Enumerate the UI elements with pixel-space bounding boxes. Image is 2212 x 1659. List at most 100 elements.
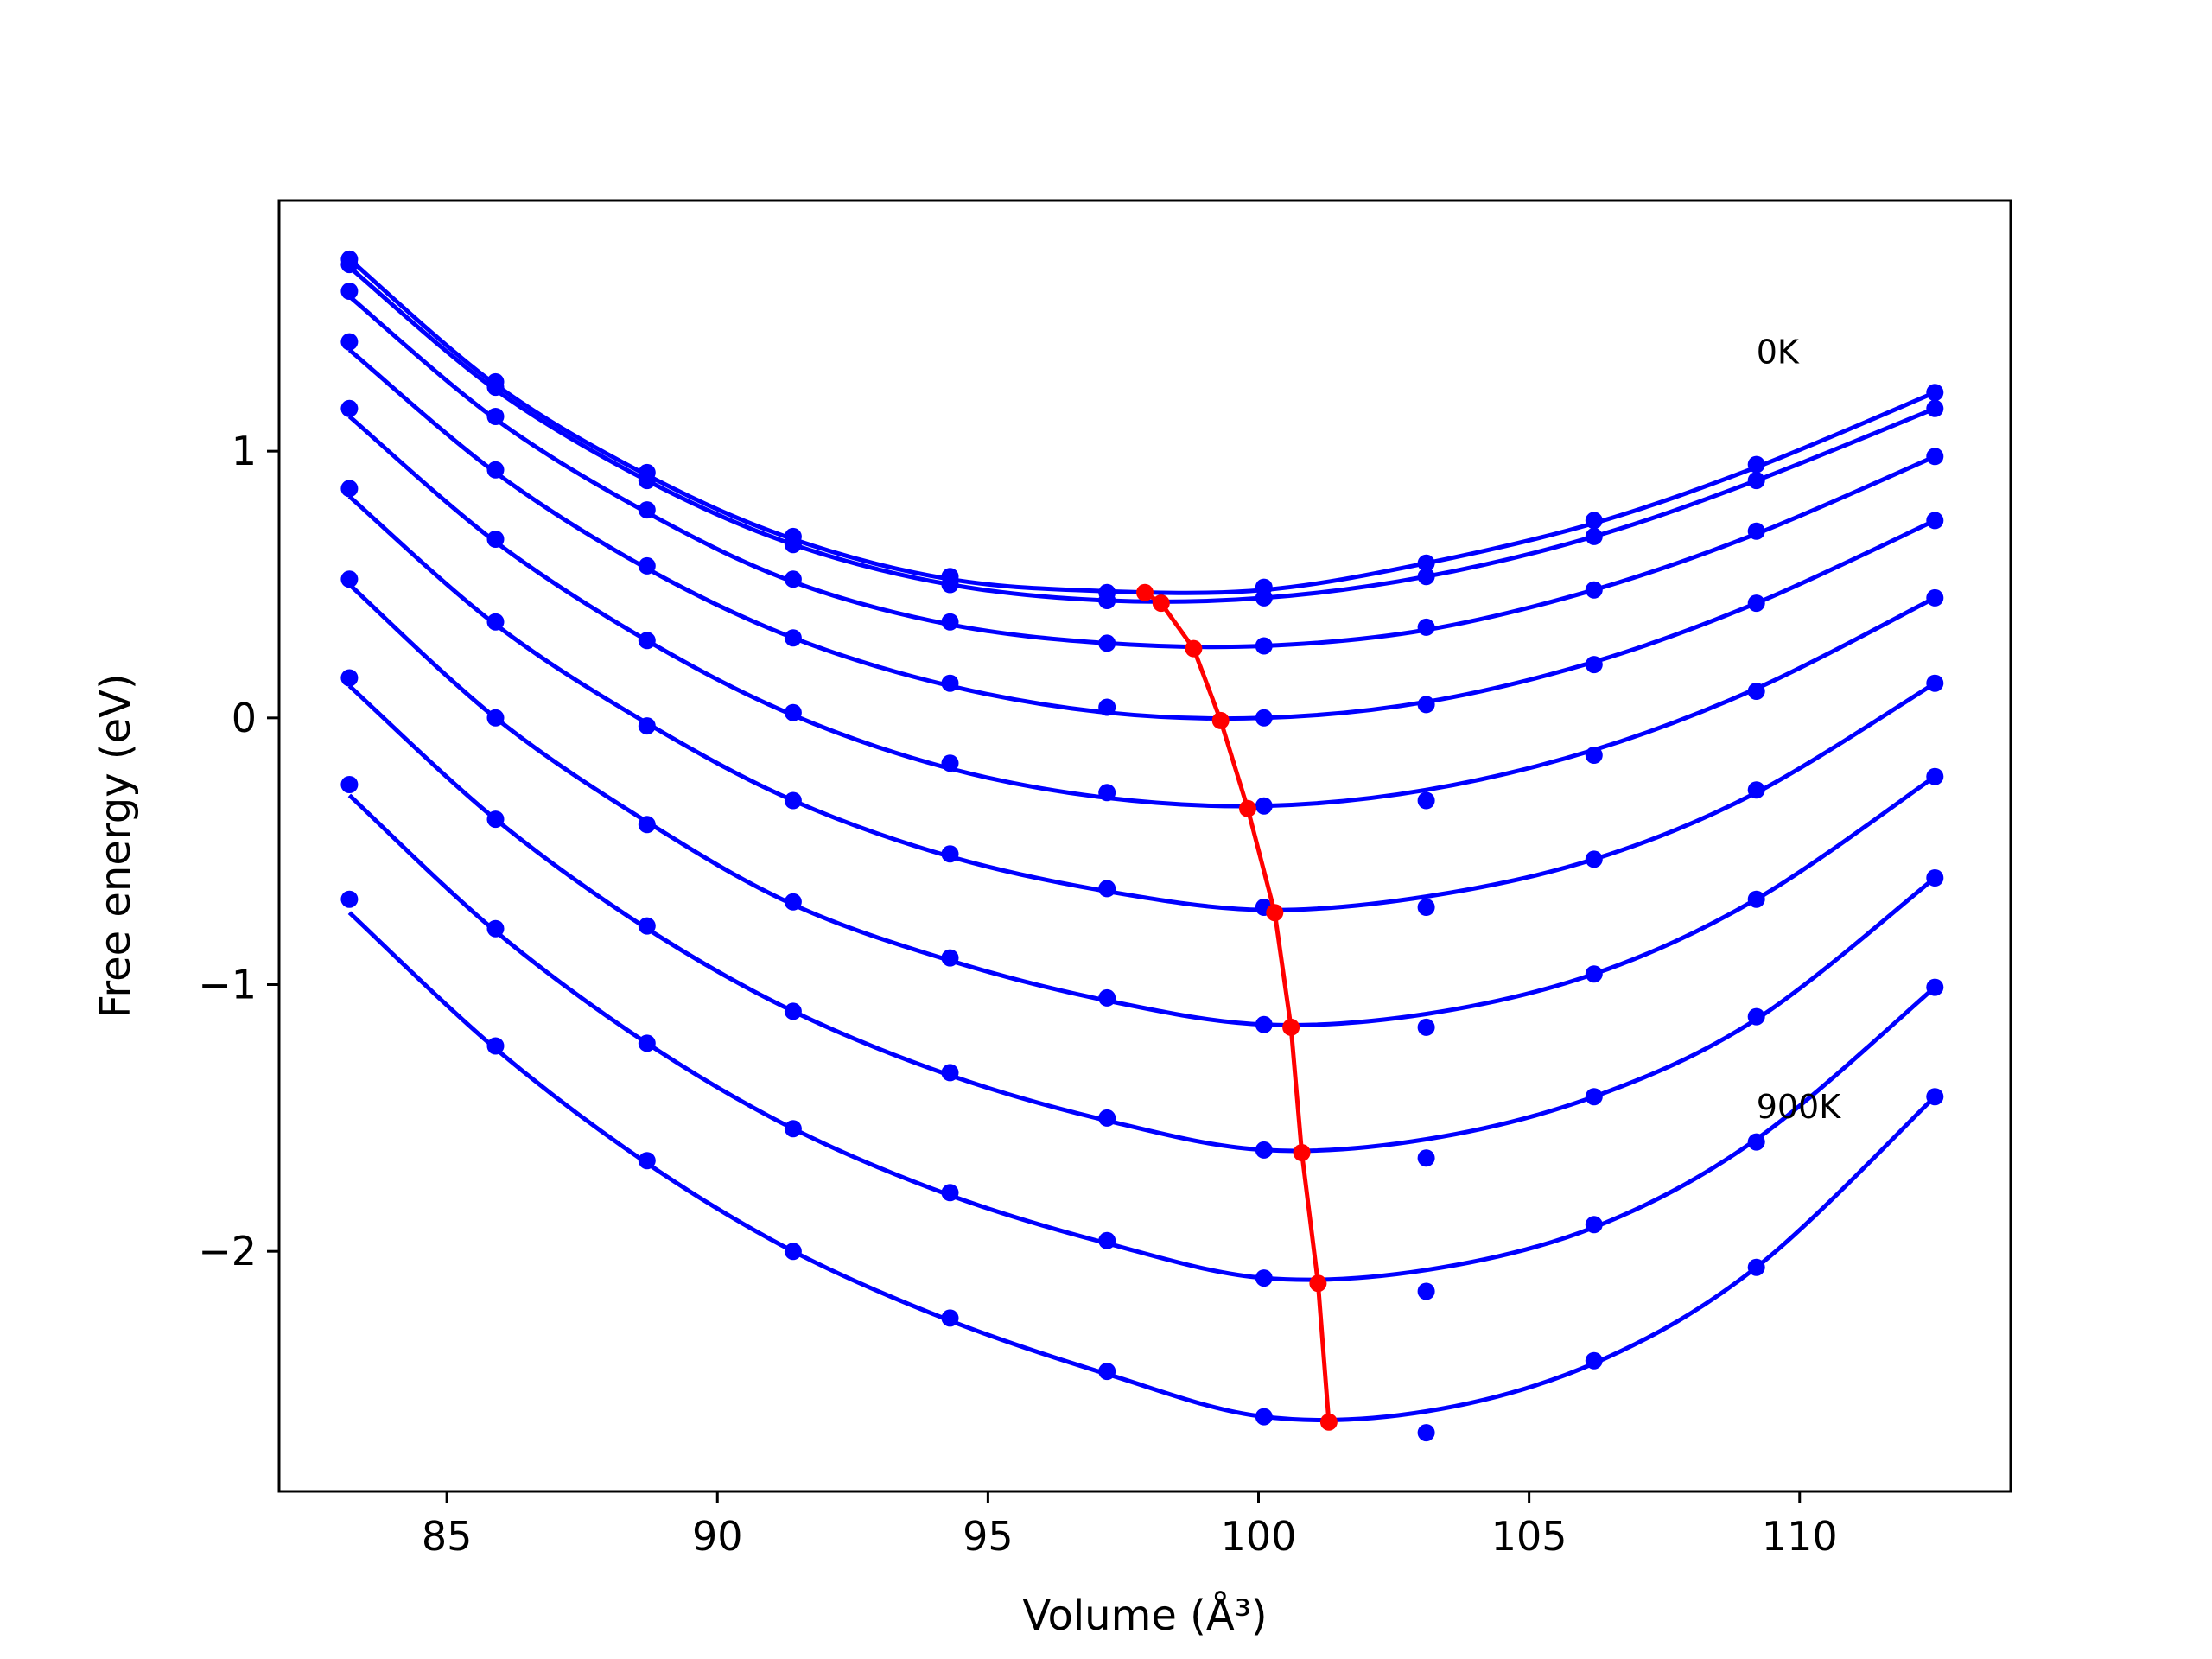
data-point [340, 570, 359, 588]
data-point [1098, 1231, 1116, 1249]
data-point [638, 717, 656, 735]
data-points [340, 250, 1944, 1442]
data-point [1098, 634, 1116, 652]
data-point [1255, 1141, 1273, 1159]
data-point [784, 570, 802, 588]
data-point [941, 754, 959, 772]
data-point [1417, 1282, 1435, 1300]
data-point [1417, 1018, 1435, 1036]
minimum-point [1282, 1018, 1300, 1036]
data-point [1926, 512, 1944, 530]
data-point [784, 703, 802, 721]
y-axis-ticks: −2 −1 0 1 [198, 428, 279, 1274]
data-point [486, 613, 505, 631]
data-point [1926, 978, 1944, 996]
minimum-point [1152, 594, 1170, 613]
minimum-line [1143, 590, 1332, 1422]
data-point [340, 399, 359, 417]
data-point [1255, 797, 1273, 815]
data-point [638, 501, 656, 519]
x-tick-label: 100 [1221, 1513, 1297, 1560]
data-point [1255, 588, 1273, 607]
minimum-point [1266, 904, 1284, 922]
data-point [1098, 880, 1116, 898]
data-point [784, 536, 802, 554]
annotation-label: 0K [1757, 333, 1800, 371]
plot-frame [277, 199, 2012, 1493]
data-point [1255, 1408, 1273, 1426]
data-point [941, 1309, 959, 1327]
y-tick-label: −2 [198, 1228, 257, 1274]
data-point [1585, 527, 1603, 545]
data-point [1747, 594, 1765, 613]
data-point [340, 776, 359, 793]
data-point [1255, 709, 1273, 727]
data-point [1255, 1015, 1273, 1033]
data-point [340, 283, 359, 300]
y-axis-label: Free energy (eV) [92, 673, 140, 1018]
data-point [1417, 696, 1435, 714]
minimum-point [1185, 639, 1203, 658]
data-point [1747, 781, 1765, 799]
data-point [1255, 1269, 1273, 1287]
annotations: 0K 900K [1757, 333, 1842, 1126]
data-point [1585, 656, 1603, 674]
y-tick-label: −1 [198, 962, 257, 1008]
data-point [1747, 1258, 1765, 1276]
data-point [941, 845, 959, 863]
data-point [1585, 850, 1603, 868]
data-point [1747, 1133, 1765, 1151]
data-point [1747, 890, 1765, 908]
data-point [1747, 683, 1765, 700]
data-point [1926, 448, 1944, 466]
data-point [1585, 747, 1603, 764]
data-point [1747, 1007, 1765, 1026]
data-point [784, 791, 802, 810]
data-point [941, 1064, 959, 1082]
minimum-point [1293, 1144, 1311, 1161]
data-point [784, 1243, 802, 1261]
data-point [1926, 869, 1944, 887]
data-point [638, 472, 656, 490]
data-point [1098, 1109, 1116, 1127]
data-point [941, 949, 959, 967]
data-point [1255, 637, 1273, 655]
minimum-point [1136, 583, 1154, 601]
data-point [941, 613, 959, 631]
data-point [1098, 698, 1116, 716]
data-point [486, 1037, 505, 1055]
data-point [340, 333, 359, 351]
data-point [1926, 399, 1944, 417]
x-tick-label: 110 [1762, 1513, 1838, 1560]
x-tick-label: 95 [963, 1513, 1014, 1560]
data-point [941, 575, 959, 594]
data-point [1926, 588, 1944, 607]
data-point [1926, 674, 1944, 692]
data-point [1747, 472, 1765, 490]
data-point [1417, 568, 1435, 586]
data-point [784, 893, 802, 911]
data-point [1747, 522, 1765, 540]
x-tick-label: 85 [422, 1513, 473, 1560]
minimum-point [1309, 1274, 1327, 1293]
data-point [1098, 988, 1116, 1007]
x-tick-label: 90 [692, 1513, 743, 1560]
data-point [1926, 384, 1944, 402]
data-point [1417, 791, 1435, 810]
data-point [1926, 1088, 1944, 1106]
data-point [486, 810, 505, 829]
data-point [941, 1184, 959, 1202]
data-point [784, 1120, 802, 1138]
data-point [1585, 581, 1603, 599]
data-point [486, 919, 505, 938]
minimum-curve [1136, 583, 1338, 1431]
data-point [340, 256, 359, 274]
data-point [1098, 1363, 1116, 1381]
data-point [486, 408, 505, 425]
data-point [638, 1034, 656, 1052]
data-point [1417, 899, 1435, 916]
data-point [638, 556, 656, 575]
